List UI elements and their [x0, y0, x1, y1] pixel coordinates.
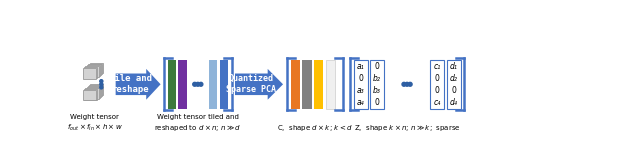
Text: d₄: d₄ [450, 98, 458, 107]
Bar [291, 60, 300, 109]
Text: Weight tensor tiled and
reshaped to $d\times n$; $n\gg d$: Weight tensor tiled and reshaped to $d\t… [154, 114, 241, 133]
Bar [90, 63, 103, 73]
Bar [86, 65, 100, 76]
FancyBboxPatch shape [447, 60, 461, 109]
FancyBboxPatch shape [353, 60, 367, 109]
Bar [85, 66, 99, 77]
Bar [84, 67, 97, 78]
Bar [220, 60, 228, 109]
Bar [326, 60, 335, 109]
Circle shape [196, 82, 200, 86]
Bar [168, 60, 176, 109]
Bar [89, 85, 102, 96]
Text: Z,  shape $k\times n$; $n\gg k$;  sparse: Z, shape $k\times n$; $n\gg k$; sparse [354, 123, 460, 133]
Text: C,  shape $d\times k$; $k < d$: C, shape $d\times k$; $k < d$ [277, 123, 353, 133]
FancyBboxPatch shape [370, 60, 384, 109]
Text: 0: 0 [374, 62, 380, 71]
Circle shape [199, 82, 203, 86]
Text: Quantized
Sparse PCA: Quantized Sparse PCA [227, 74, 276, 94]
Circle shape [100, 86, 103, 89]
Text: a₄: a₄ [356, 98, 364, 107]
Circle shape [100, 80, 103, 83]
Text: c₁: c₁ [434, 62, 441, 71]
Polygon shape [116, 69, 161, 100]
Text: b₃: b₃ [373, 86, 381, 95]
Text: Tile and
reshape: Tile and reshape [109, 74, 152, 94]
Bar [88, 86, 101, 97]
Text: d₂: d₂ [450, 74, 458, 83]
Bar [83, 68, 96, 79]
Text: c₄: c₄ [434, 98, 441, 107]
Circle shape [408, 82, 412, 86]
Text: d₁: d₁ [450, 62, 458, 71]
Text: b₂: b₂ [373, 74, 381, 83]
Bar [303, 60, 312, 109]
Bar [90, 84, 103, 95]
Bar [89, 63, 102, 74]
Circle shape [193, 82, 196, 86]
Text: 0: 0 [435, 74, 440, 83]
Bar [209, 60, 217, 109]
Text: 0: 0 [358, 74, 363, 83]
Bar [179, 60, 187, 109]
Circle shape [405, 82, 409, 86]
Bar [83, 90, 96, 100]
Bar [88, 64, 101, 75]
Bar [86, 87, 100, 98]
FancyBboxPatch shape [430, 60, 444, 109]
Polygon shape [235, 69, 283, 100]
Bar [314, 60, 323, 109]
Text: a₁: a₁ [356, 62, 364, 71]
Bar [85, 88, 99, 99]
Circle shape [402, 82, 406, 86]
Text: 0: 0 [435, 86, 440, 95]
Bar [84, 89, 97, 100]
Text: 0: 0 [451, 86, 456, 95]
Text: 0: 0 [374, 98, 380, 107]
Text: Weight tensor
$f_{out}\times f_{in}\times h\times w$: Weight tensor $f_{out}\times f_{in}\time… [67, 114, 123, 133]
Text: a₃: a₃ [356, 86, 364, 95]
Circle shape [100, 83, 103, 86]
